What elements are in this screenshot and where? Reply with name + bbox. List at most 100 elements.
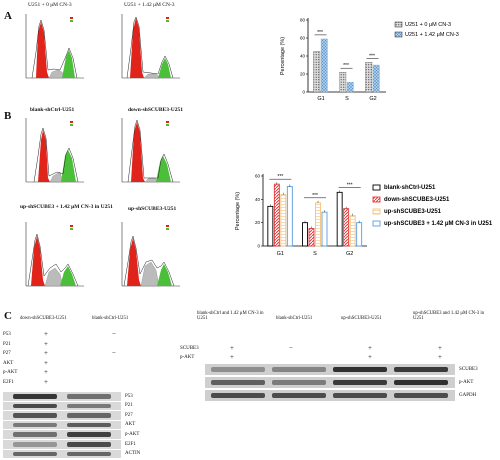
- bar: [336, 191, 343, 247]
- flow-histogram: [25, 222, 84, 287]
- blot-band-label: P53: [125, 393, 133, 399]
- y-tick-label: 0: [302, 90, 305, 95]
- blot-strip: [3, 440, 121, 449]
- blot-band: [13, 403, 57, 409]
- blot-band: [211, 367, 265, 372]
- bar: [302, 222, 308, 247]
- bar: [343, 208, 350, 247]
- panel-letter-b: B: [4, 110, 12, 122]
- bar: [339, 72, 347, 93]
- blot-band: [67, 403, 111, 409]
- flow-title: U251 + 0 μM CN-3: [28, 2, 72, 8]
- blot-sign: +: [230, 353, 234, 361]
- significance-label: ***: [277, 174, 283, 180]
- blot-band: [67, 451, 111, 457]
- bar: [267, 205, 274, 247]
- legend-label: up-shSCUBE3-U251: [384, 209, 442, 215]
- western-blot-right: SCUBE3 p-AKT GAPDH: [205, 364, 499, 410]
- y-axis-label: Percentage (%): [235, 192, 241, 230]
- blot-band-label: ACTIN: [125, 451, 141, 457]
- flow-histogram: [25, 118, 84, 183]
- significance-label: ***: [343, 63, 349, 69]
- blot-sign: −: [112, 349, 116, 357]
- blot-band: [333, 393, 387, 398]
- legend-label: U251 + 0 μM CN-3: [405, 22, 451, 28]
- x-tick-label: S: [345, 96, 349, 102]
- blot-strip: [205, 377, 455, 388]
- blot-column-header: blank-shCtrl and 1.42 μM CN-3 in U251: [197, 311, 264, 322]
- flow-title: blank-shCtrl-U251: [30, 107, 75, 113]
- blot-band-label: AKT: [125, 422, 136, 428]
- blot-band: [67, 394, 111, 399]
- blot-column-header: up-shSCUBE3 and 1.42 μM CN-3 in U251: [413, 311, 485, 322]
- blot-band: [394, 367, 448, 372]
- bar: [365, 62, 373, 93]
- blot-row-label: AKT: [3, 360, 14, 366]
- blot-strip: [3, 430, 121, 439]
- blot-band: [13, 451, 57, 457]
- significance-label: ***: [369, 53, 375, 59]
- y-tick-label: 20: [300, 72, 306, 77]
- bar-chart-cell-cycle-scube3: 0 20 40 60 Percentage (%) G1 *** S *** G2 *** blank…: [235, 174, 493, 258]
- blot-band: [394, 393, 448, 398]
- legend-swatch: [372, 208, 381, 215]
- y-tick-label: 20: [255, 220, 261, 225]
- blot-band: [272, 380, 326, 385]
- blot-sign: +: [44, 358, 48, 367]
- blot-sign: −: [112, 330, 116, 338]
- blot-band-label: p-AKT: [459, 380, 474, 385]
- legend-swatch: [372, 196, 381, 203]
- blot-sign: −: [289, 344, 293, 352]
- blot-band: [67, 432, 111, 437]
- bar-chart-cell-cycle-cn3: 0 20 40 60 80 Percentage (%) G1 *** S *** G2 *** U25…: [280, 18, 459, 103]
- blot-band: [211, 393, 265, 398]
- blot-band: [13, 422, 57, 428]
- blot-band-label: p-AKT: [125, 431, 140, 437]
- blot-strip: [3, 411, 121, 420]
- western-blot-left: P53 P21 P27 AKT p-AKT E2F1 ACTIN: [3, 392, 153, 460]
- blot-band-label: P27: [125, 412, 133, 418]
- blot-sign: +: [438, 344, 442, 352]
- blot-strip: [3, 392, 121, 401]
- flow-histogram: [121, 118, 180, 183]
- bar: [308, 228, 315, 247]
- bar: [321, 211, 328, 247]
- y-tick-label: 60: [300, 36, 306, 41]
- x-tick-label: G1: [317, 96, 324, 102]
- blot-row-label: SCUBE3: [180, 346, 199, 351]
- bar: [315, 202, 321, 247]
- y-tick-label: 60: [255, 174, 261, 179]
- blot-sign: +: [230, 344, 234, 352]
- blot-band: [13, 442, 57, 447]
- flow-histogram: [121, 14, 180, 79]
- legend-swatch: [394, 31, 403, 38]
- blot-sign: +: [368, 353, 372, 361]
- blot-band-label: P21: [125, 403, 133, 409]
- blot-band: [67, 422, 111, 428]
- legend-swatch: [372, 184, 381, 191]
- blot-column-header: blank-shCtrl-U251: [92, 316, 129, 321]
- blot-sign: +: [438, 353, 442, 361]
- blot-band: [67, 413, 111, 418]
- legend-label: U251 + 1.42 μM CN-3: [405, 32, 459, 38]
- legend-label: up-shSCUBE3 + 1.42 μM CN-3 in U251: [384, 221, 493, 227]
- x-tick-label: S: [313, 251, 317, 257]
- blot-column-header: up-shSCUBE3-U251: [341, 316, 382, 321]
- y-axis-label: Percentage (%): [280, 37, 286, 75]
- blot-band: [13, 413, 57, 418]
- flow-title: U251 + 1.42 μM CN-3: [124, 2, 175, 8]
- x-tick-label: G1: [277, 251, 284, 257]
- bar: [286, 186, 293, 247]
- legend-label: blank-shCtrl-U251: [384, 185, 436, 191]
- y-tick-label: 40: [255, 197, 261, 202]
- blot-sign: +: [44, 349, 48, 357]
- blot-band: [333, 367, 387, 372]
- x-tick-label: G2: [346, 251, 353, 257]
- blot-sign: +: [44, 330, 48, 338]
- flow-title: up-shSCUBE3 + 1.42 μM CN-3 in U251: [20, 204, 113, 210]
- blot-row-label: P27: [3, 351, 11, 356]
- blot-sign: +: [44, 339, 48, 348]
- blot-band: [67, 442, 111, 447]
- blot-band-label: GAPDH: [459, 393, 477, 398]
- flow-histogram: [25, 14, 84, 79]
